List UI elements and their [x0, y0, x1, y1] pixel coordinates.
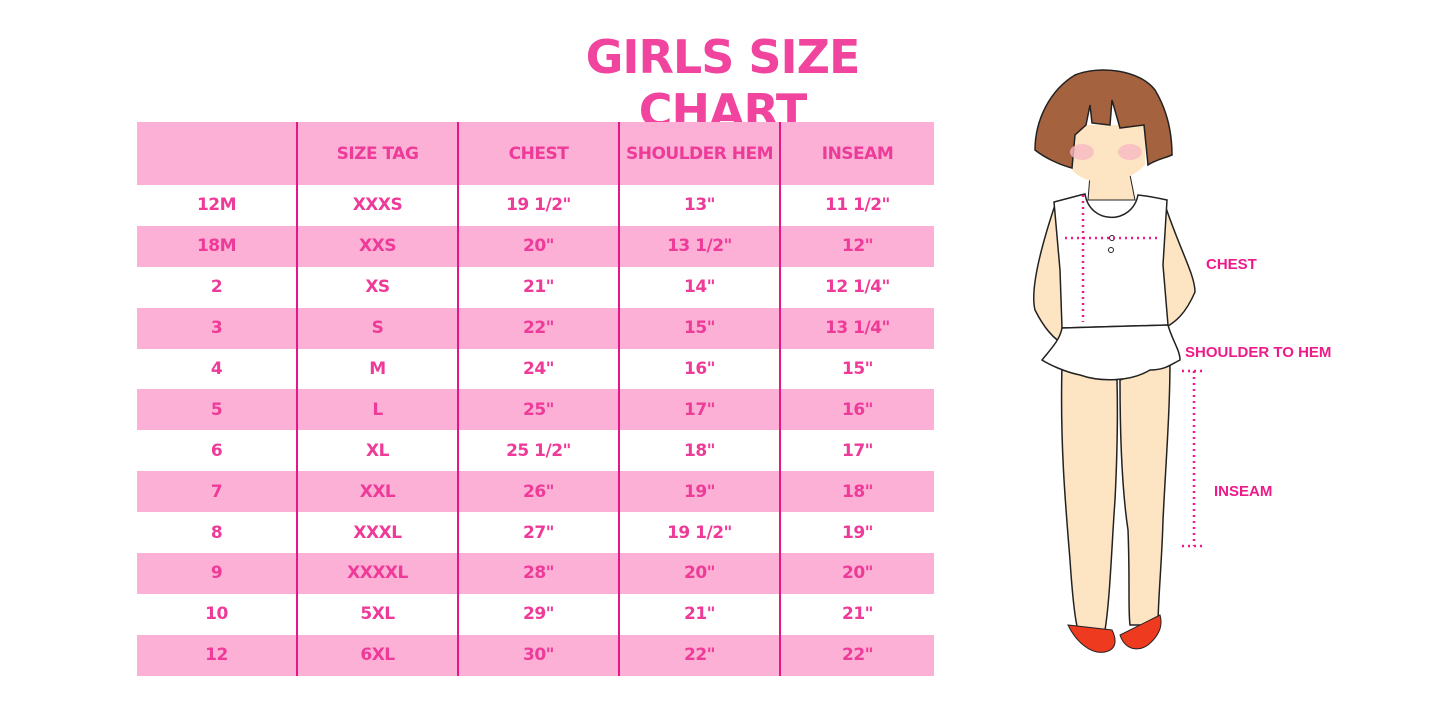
size-chart-table: SIZE TAG CHEST SHOULDER HEM INSEAM 12M XXXS 1…: [137, 122, 934, 676]
table-cell: 18": [618, 430, 780, 472]
table-cell: 13 1/2": [618, 225, 780, 267]
table-cell: 19 1/2": [618, 512, 780, 554]
table-cell: XXXS: [296, 185, 458, 226]
table-cell: 12M: [196, 195, 237, 216]
table-cell: 19": [618, 471, 780, 513]
page-title: GIRLS SIZE CHART: [585, 30, 861, 138]
table-cell: 12: [137, 634, 297, 676]
table-row: 6 XL 25 1/2" 18" 17": [137, 430, 934, 472]
table-cell: 21": [618, 593, 780, 635]
table-cell: 25": [457, 389, 619, 431]
table-cell: 11 1/2": [779, 185, 934, 226]
table-cell: 19 1/2": [457, 185, 619, 226]
table-cell: 26": [457, 471, 619, 513]
table-cell: 16": [779, 389, 934, 431]
column-header: SHOULDER HEM: [618, 122, 780, 185]
table-cell: 28": [457, 553, 619, 594]
table-cell: 19": [779, 512, 934, 554]
table-cell: 29": [457, 593, 619, 635]
table-row: 12 6XL 30" 22" 22": [137, 634, 934, 676]
table-cell: 21": [457, 266, 619, 308]
table-cell: 12": [779, 225, 934, 267]
table-cell: 20": [779, 553, 934, 594]
table-cell: XXXXL: [296, 553, 458, 594]
table-cell: 15": [779, 348, 934, 390]
table-cell: XXS: [296, 225, 458, 267]
column-header: SIZE TAG: [296, 122, 458, 185]
table-cell: 13": [618, 185, 780, 226]
girl-measurement-illustration: CHEST SHOULDER TO HEM INSEAM: [1020, 60, 1380, 664]
girl-figure-icon: [1032, 69, 1202, 653]
table-cell: 8: [210, 522, 223, 543]
table-row: 5 L 25" 17" 16": [137, 389, 934, 431]
table-cell: 3: [137, 307, 297, 349]
table-cell: 6: [210, 440, 223, 461]
table-cell: 30": [457, 634, 619, 676]
table-row: 4 M 24" 16" 15": [137, 348, 934, 390]
table-cell: 24": [457, 348, 619, 390]
inseam-label: INSEAM: [1214, 483, 1273, 500]
table-cell: 7: [137, 471, 297, 513]
table-row: 12M XXXS 19 1/2" 13" 11 1/2": [137, 185, 934, 226]
table-cell: XXL: [296, 471, 458, 513]
table-cell: 22": [618, 634, 780, 676]
table-row: 18M XXS 20" 13 1/2" 12": [137, 225, 934, 267]
table-cell: 25 1/2": [457, 430, 619, 472]
table-row: 3 S 22" 15" 13 1/4": [137, 307, 934, 349]
table-cell: XL: [296, 430, 458, 472]
table-cell: 4: [210, 359, 223, 379]
table-cell: 18M: [137, 225, 297, 267]
table-cell: 2: [210, 277, 223, 298]
table-cell: 22": [457, 307, 619, 349]
table-cell: 27": [457, 512, 619, 554]
table-cell: 15": [618, 307, 780, 349]
table-row: 2 XS 21" 14" 12 1/4": [137, 266, 934, 308]
table-cell: 16": [618, 348, 780, 390]
table-cell: 5XL: [296, 593, 458, 635]
table-cell: 18": [779, 471, 934, 513]
table-cell: 5: [137, 389, 297, 431]
table-row: 9 XXXXL 28" 20" 20": [137, 553, 934, 594]
table-cell: 22": [779, 634, 934, 676]
table-row: 8 XXXL 27" 19 1/2" 19": [137, 512, 934, 554]
table-cell: M: [296, 348, 458, 390]
table-header-row: SIZE TAG CHEST SHOULDER HEM INSEAM: [137, 122, 934, 185]
table-cell: 10: [205, 604, 228, 625]
table-cell: 6XL: [296, 634, 458, 676]
table-cell: 9: [137, 553, 297, 594]
table-cell: 17": [779, 430, 934, 472]
shoulder-to-hem-label: SHOULDER TO HEM: [1185, 344, 1332, 361]
table-cell: S: [296, 307, 458, 349]
chest-label: CHEST: [1206, 256, 1257, 273]
table-cell: L: [296, 389, 458, 431]
column-header: INSEAM: [779, 122, 934, 185]
table-cell: XS: [296, 266, 458, 308]
table-cell: 13 1/4": [779, 307, 934, 349]
table-cell: 20": [618, 553, 780, 594]
table-row: 7 XXL 26" 19" 18": [137, 471, 934, 513]
column-header: CHEST: [457, 122, 619, 185]
table-cell: 14": [618, 266, 780, 308]
table-cell: 21": [779, 593, 934, 635]
column-header: [137, 122, 297, 185]
table-cell: XXXL: [296, 512, 458, 554]
table-cell: 12 1/4": [779, 266, 934, 308]
table-row: 10 5XL 29" 21" 21": [137, 593, 934, 635]
table-cell: 17": [618, 389, 780, 431]
table-cell: 20": [457, 225, 619, 267]
